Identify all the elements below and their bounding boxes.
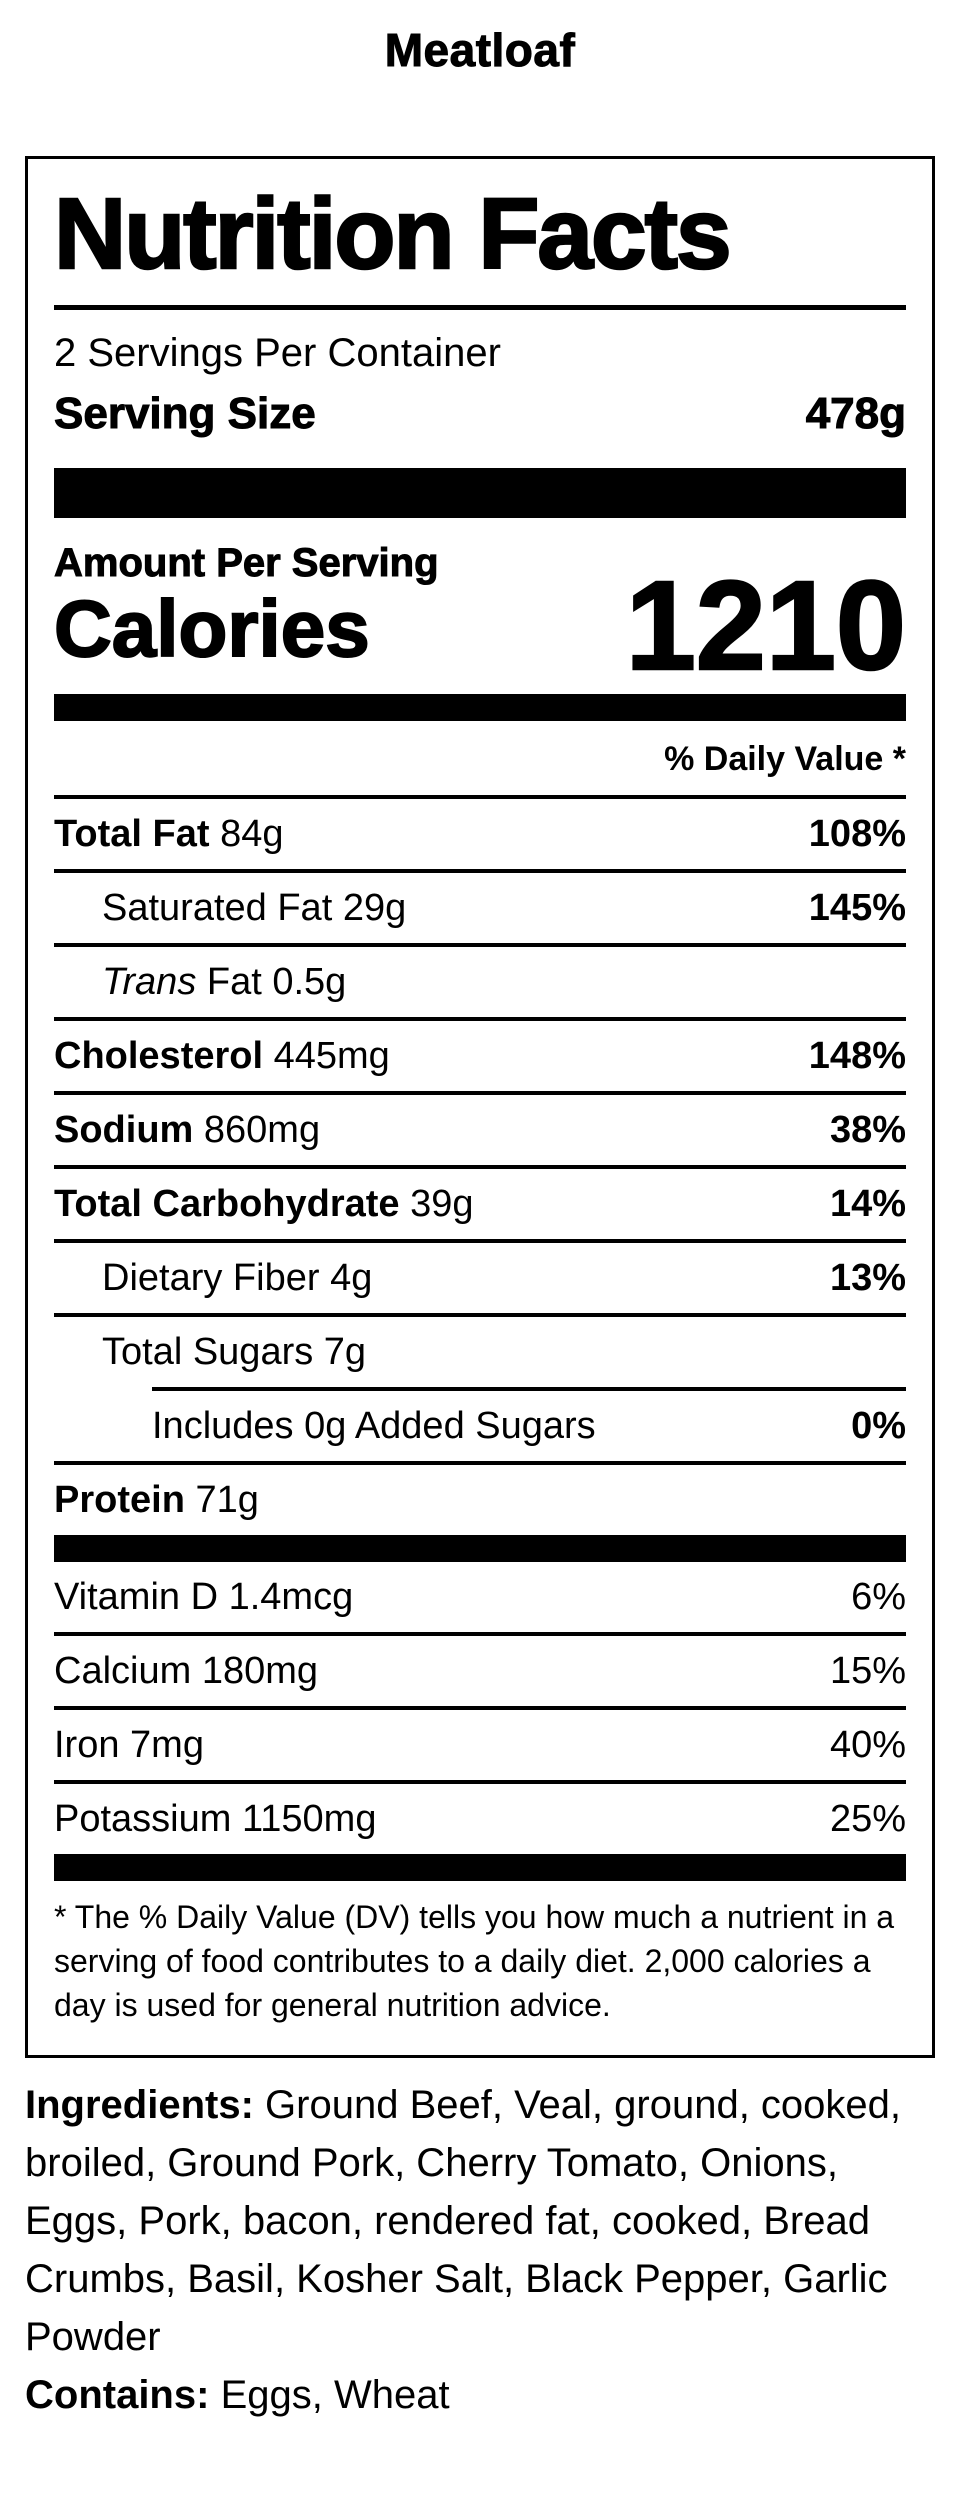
vitamin-name: Iron bbox=[54, 1724, 120, 1766]
nutrient-pct: 13% bbox=[829, 1257, 906, 1299]
page-title: Meatloaf bbox=[384, 24, 576, 77]
divider-rule bbox=[54, 1091, 906, 1095]
separator-bar-medium bbox=[54, 1854, 906, 1881]
ingredients-line: Ingredients: Ground Beef, Veal, ground, … bbox=[25, 2076, 935, 2366]
serving-size-label: Serving Size bbox=[54, 389, 317, 439]
vitamin-row-calcium: Calcium 180mg 15% bbox=[54, 1636, 906, 1706]
separator-bar-medium bbox=[54, 1535, 906, 1562]
nutrient-pct: 148% bbox=[808, 1035, 906, 1077]
page: { "page": { "title": "Meatloaf", "text_c… bbox=[0, 22, 960, 2512]
nutrient-pct: 0% bbox=[851, 1405, 906, 1447]
nutrient-name: Saturated Fat bbox=[102, 887, 333, 929]
divider-rule bbox=[54, 1632, 906, 1636]
vitamin-amount: 7mg bbox=[130, 1724, 204, 1766]
nutrient-name: Cholesterol bbox=[54, 1035, 264, 1077]
divider-rule bbox=[54, 1461, 906, 1465]
heading-rule bbox=[54, 305, 906, 310]
nutrient-amount: Fat 0.5g bbox=[206, 961, 347, 1003]
vitamin-amount: 1.4mcg bbox=[228, 1576, 354, 1618]
nutrient-row-saturated-fat: Saturated Fat 29g 145% bbox=[54, 873, 906, 943]
vitamin-amount: 180mg bbox=[201, 1650, 319, 1692]
nutrient-amount: 71g bbox=[195, 1479, 259, 1521]
nutrient-name: Sodium bbox=[54, 1109, 194, 1151]
servings-per-container: 2 Servings Per Container bbox=[54, 331, 501, 375]
ingredients-text: Ground Beef, Veal, ground, cooked, broil… bbox=[25, 2083, 902, 2359]
nutrient-name: Total Fat bbox=[54, 813, 210, 855]
vitamin-row-vitamin-d: Vitamin D 1.4mcg 6% bbox=[54, 1562, 906, 1632]
nutrient-amount: 860mg bbox=[203, 1109, 321, 1151]
nutrient-amount: 7g bbox=[323, 1331, 367, 1373]
nutrient-name: Includes 0g Added Sugars bbox=[152, 1405, 596, 1447]
separator-bar-thick bbox=[54, 468, 906, 518]
divider-rule bbox=[54, 869, 906, 873]
nutrient-row-cholesterol: Cholesterol 445mg 148% bbox=[54, 1021, 906, 1091]
vitamin-name: Vitamin D bbox=[54, 1576, 219, 1618]
nutrient-row-total-carbohydrate: Total Carbohydrate 39g 14% bbox=[54, 1169, 906, 1239]
nutrient-row-total-fat: Total Fat 84g 108% bbox=[54, 799, 906, 869]
nutrient-row-total-sugars: Total Sugars 7g bbox=[54, 1317, 906, 1387]
vitamin-pct: 25% bbox=[829, 1798, 906, 1840]
daily-value-footnote: * The % Daily Value (DV) tells you how m… bbox=[54, 1899, 895, 2023]
vitamin-row-potassium: Potassium 1150mg 25% bbox=[54, 1784, 906, 1854]
divider-rule bbox=[54, 795, 906, 799]
amount-per-serving-label: Amount Per Serving bbox=[54, 541, 440, 586]
calories-value: 1210 bbox=[624, 555, 907, 696]
vitamin-pct: 40% bbox=[829, 1724, 906, 1766]
nutrient-amount: 29g bbox=[342, 887, 407, 929]
nutrient-name: Protein bbox=[54, 1479, 185, 1521]
ingredients-label: Ingredients: bbox=[25, 2083, 254, 2127]
nutrient-row-trans-fat: Trans Fat 0.5g bbox=[54, 947, 906, 1017]
vitamin-pct: 15% bbox=[829, 1650, 906, 1692]
divider-rule bbox=[54, 1706, 906, 1710]
nutrient-name: Trans bbox=[102, 961, 197, 1003]
nutrient-row-dietary-fiber: Dietary Fiber 4g 13% bbox=[54, 1243, 906, 1313]
nutrient-row-protein: Protein 71g bbox=[54, 1465, 906, 1535]
nutrient-amount: 4g bbox=[330, 1257, 373, 1299]
vitamin-name: Calcium bbox=[54, 1650, 192, 1692]
divider-rule bbox=[54, 1239, 906, 1243]
vitamin-amount: 1150mg bbox=[241, 1798, 377, 1840]
nutrient-pct: 145% bbox=[808, 887, 906, 929]
nutrition-facts-panel: Nutrition Facts 2 Servings Per Container… bbox=[25, 156, 935, 2058]
contains-line: Contains: Eggs, Wheat bbox=[25, 2366, 935, 2424]
separator-bar-medium bbox=[54, 694, 906, 721]
divider-rule bbox=[54, 1017, 906, 1021]
nutrient-name: Total Carbohydrate bbox=[54, 1183, 400, 1225]
vitamin-name: Potassium bbox=[54, 1798, 232, 1840]
contains-text: Eggs, Wheat bbox=[220, 2373, 450, 2417]
contains-label: Contains: bbox=[25, 2373, 210, 2417]
serving-size-row: Serving Size 478g bbox=[54, 388, 907, 440]
ingredients-section: Ingredients: Ground Beef, Veal, ground, … bbox=[25, 2076, 935, 2424]
calories-label: Calories bbox=[53, 584, 371, 673]
nutrient-row-added-sugars: Includes 0g Added Sugars 0% bbox=[54, 1391, 906, 1461]
nutrient-pct: 14% bbox=[829, 1183, 906, 1225]
divider-rule bbox=[54, 943, 906, 947]
nutrient-pct: 108% bbox=[808, 813, 906, 855]
divider-rule bbox=[54, 1780, 906, 1784]
nutrient-name: Dietary Fiber bbox=[102, 1257, 320, 1299]
divider-rule bbox=[54, 1165, 906, 1169]
calories-block: Amount Per Serving Calories 1210 bbox=[53, 538, 907, 690]
vitamin-pct: 6% bbox=[851, 1576, 906, 1618]
calories-left: Amount Per Serving Calories bbox=[53, 538, 440, 673]
vitamin-row-iron: Iron 7mg 40% bbox=[54, 1710, 906, 1780]
divider-rule bbox=[54, 1313, 906, 1317]
divider-rule-inset bbox=[152, 1387, 906, 1391]
nutrient-amount: 84g bbox=[220, 813, 284, 855]
nutrition-facts-heading: Nutrition Facts bbox=[53, 178, 733, 290]
nutrient-amount: 445mg bbox=[273, 1035, 390, 1077]
daily-value-header: % Daily Value * bbox=[664, 740, 906, 778]
nutrient-row-sodium: Sodium 860mg 38% bbox=[54, 1095, 906, 1165]
nutrient-name: Total Sugars bbox=[102, 1331, 314, 1373]
nutrient-pct: 38% bbox=[829, 1109, 906, 1151]
nutrient-amount: 39g bbox=[410, 1183, 474, 1225]
serving-size-value: 478g bbox=[805, 389, 906, 439]
